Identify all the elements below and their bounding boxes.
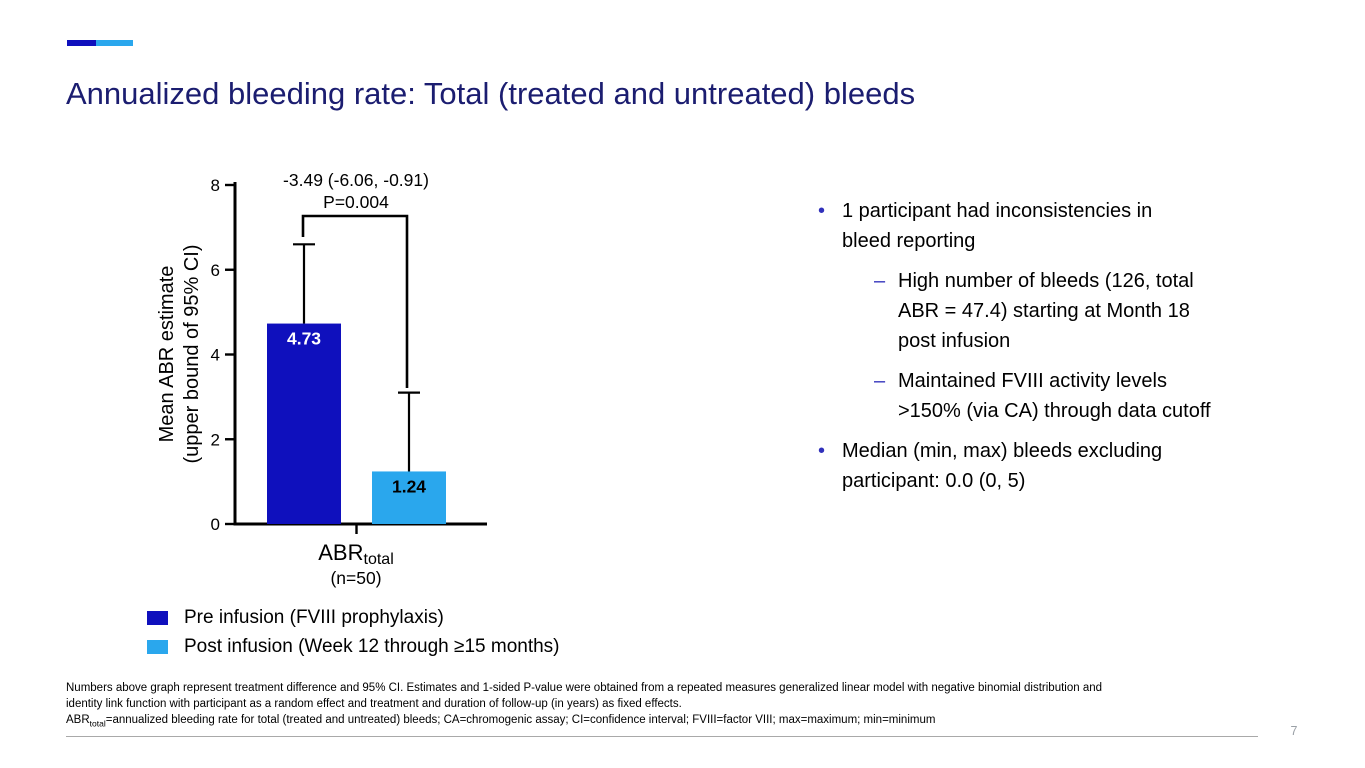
legend-item: Pre infusion (FVIII prophylaxis) [147, 603, 560, 632]
bar-value-label: 4.73 [287, 329, 321, 349]
bullet-item: • Median (min, max) bleeds excluding part… [818, 436, 1308, 496]
significance-bracket [301, 214, 409, 388]
bullet-item: • 1 participant had inconsistencies in bl… [818, 196, 1308, 256]
bullet-text: Median (min, max) bleeds excluding parti… [842, 440, 1163, 492]
y-tick-label: 8 [211, 176, 220, 195]
chart-legend: Pre infusion (FVIII prophylaxis) Post inf… [147, 603, 560, 661]
accent-bar-dark [67, 40, 96, 46]
legend-swatch [147, 639, 168, 654]
accent-bar [67, 40, 133, 46]
bullet-dash: – [874, 270, 886, 292]
y-axis-title-line1: Mean ABR estimate [156, 266, 178, 443]
legend-label: Post infusion (Week 12 through ≥15 month… [184, 635, 560, 657]
sub-bullet-item: – Maintained FVIII activity levels >150% … [874, 366, 1308, 426]
bullet-text: Maintained FVIII activity levels >150% (… [898, 370, 1211, 422]
footer-divider [66, 736, 1258, 737]
footnote-line-1: Numbers above graph represent treatment … [66, 682, 1103, 694]
bullet-list: • 1 participant had inconsistencies in bl… [818, 196, 1308, 496]
legend-label: Pre infusion (FVIII prophylaxis) [184, 606, 444, 628]
y-axis-title-line2: (upper bound of 95% CI) [181, 244, 203, 463]
bullet-text: High number of bleeds (126, total ABR = … [898, 270, 1194, 352]
sub-bullet-item: – High number of bleeds (126, total ABR =… [874, 266, 1308, 356]
footnotes: Numbers above graph represent treatment … [66, 680, 1266, 731]
bullet-text: 1 participant had inconsistencies in ble… [842, 200, 1153, 252]
footnote-abbreviations: ABRtotal=annualized bleeding rate for to… [66, 714, 936, 729]
bullet-dot: • [818, 440, 826, 462]
slide-title: Annualized bleeding rate: Total (treated… [66, 76, 916, 111]
abr-bar-chart-svg: 0 2 4 6 8 4.73 1.24 -3.49 (-6.06, -0.91)P=0.004… [156, 170, 487, 588]
footnote-subscript: total [89, 718, 106, 729]
y-tick-label: 2 [211, 430, 220, 449]
x-category-n-label: (n=50) [330, 568, 381, 588]
bar-pre-infusion [267, 323, 341, 524]
y-tick-label: 0 [211, 515, 220, 534]
abr-bar-chart: 0 2 4 6 8 4.73 1.24 -3.49 (-6.06, -0.91) P=0.004… [130, 150, 510, 600]
legend-item: Post infusion (Week 12 through ≥15 month… [147, 632, 560, 661]
bullet-dot: • [818, 200, 826, 222]
x-category-label: ABRtotal [318, 540, 394, 568]
p-value-annotation: P=0.004 [323, 192, 389, 212]
page-number: 7 [1290, 724, 1298, 738]
y-tick-label: 4 [211, 346, 220, 365]
treatment-difference-annotation: -3.49 (-6.06, -0.91) [283, 170, 429, 190]
bar-post-infusion [372, 471, 446, 524]
footnote-line-2: identity link function with participant … [66, 698, 682, 710]
bar-value-label: 1.24 [392, 476, 426, 496]
y-tick-label: 6 [211, 261, 220, 280]
bullet-dash: – [874, 370, 886, 392]
accent-bar-light [96, 40, 133, 46]
legend-swatch [147, 610, 168, 625]
